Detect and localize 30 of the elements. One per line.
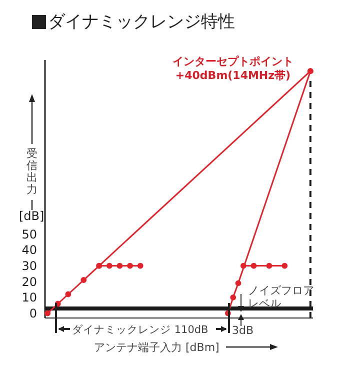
point — [116, 262, 123, 269]
y-tick-label: 30 — [22, 259, 37, 274]
text: [dB] — [19, 209, 44, 223]
annotation: +40dBm(14MHz帯) — [174, 68, 292, 83]
point — [137, 262, 144, 269]
point — [250, 262, 257, 269]
y-tick-label: 10 — [22, 290, 37, 305]
point — [44, 310, 51, 316]
point — [266, 262, 272, 269]
point — [106, 262, 112, 269]
chart-title: ダイナミックレンジ特性 — [48, 11, 235, 33]
y-tick-label: 40 — [22, 243, 37, 258]
y-tick-label: 20 — [22, 274, 37, 289]
point — [307, 68, 314, 74]
text: ダイナミックレンジ 110dB — [72, 323, 208, 337]
point — [282, 262, 288, 269]
annotation: ノイズフロアレベル — [248, 284, 315, 310]
point — [80, 277, 87, 283]
point — [240, 262, 246, 269]
y-axis-title: 受信出力 — [26, 147, 38, 196]
x-axis-title: アンテナ端子入力 [dBm] — [94, 340, 220, 355]
point — [127, 262, 133, 269]
point — [235, 280, 242, 286]
point — [65, 291, 72, 298]
point — [96, 262, 102, 269]
text: 3dB — [232, 324, 254, 337]
y-tick-label: 50 — [22, 227, 37, 242]
annotation: インターセプトポイント — [172, 54, 294, 69]
y-tick-label: 0 — [29, 306, 37, 321]
point — [230, 294, 236, 300]
